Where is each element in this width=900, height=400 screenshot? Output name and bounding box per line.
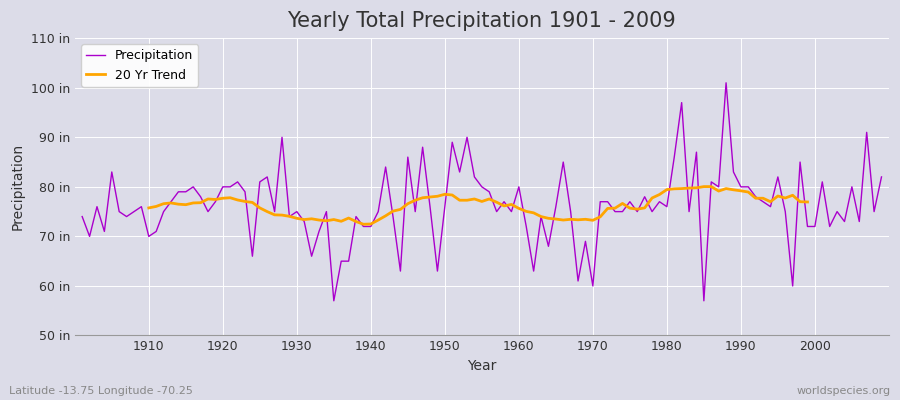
Precipitation [609,209,620,214]
Line: Precipitation: Precipitation [82,83,881,301]
20 Yr Trend [698,184,709,189]
Legend: Precipitation, 20 Yr Trend: Precipitation, 20 Yr Trend [81,44,198,87]
20 Yr Trend [706,184,716,189]
Precipitation [76,214,87,219]
20 Yr Trend [343,216,354,220]
20 Yr Trend [609,206,620,210]
Title: Yearly Total Precipitation 1901 - 2009: Yearly Total Precipitation 1901 - 2009 [287,11,676,31]
Precipitation [876,174,886,179]
20 Yr Trend [232,198,243,202]
Precipitation [328,298,339,303]
20 Yr Trend [802,200,813,204]
20 Yr Trend [721,186,732,191]
Precipitation [351,214,362,219]
Precipitation [521,224,532,229]
20 Yr Trend [788,193,798,198]
Precipitation [299,219,310,224]
X-axis label: Year: Year [467,359,497,373]
Text: worldspecies.org: worldspecies.org [796,386,891,396]
Text: Latitude -13.75 Longitude -70.25: Latitude -13.75 Longitude -70.25 [9,386,193,396]
20 Yr Trend [143,206,154,210]
Precipitation [513,184,524,189]
20 Yr Trend [358,222,369,227]
Y-axis label: Precipitation: Precipitation [11,143,25,230]
Precipitation [136,204,147,209]
Precipitation [721,80,732,85]
Line: 20 Yr Trend: 20 Yr Trend [148,186,807,224]
